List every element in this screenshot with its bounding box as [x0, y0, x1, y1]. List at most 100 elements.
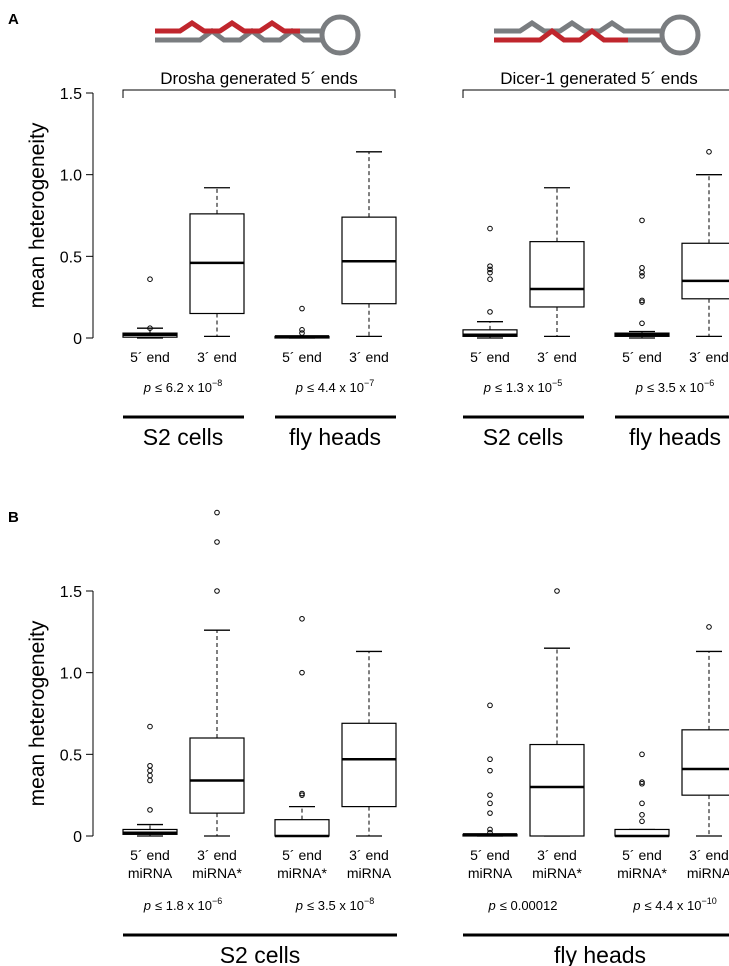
p-symbol: p — [143, 380, 151, 395]
p-text: ≤ 1.3 x 10 — [495, 380, 552, 395]
box-label: 3´ end — [349, 847, 389, 863]
p-text: ≤ 1.8 x 10 — [155, 898, 212, 913]
group-label: Dicer-1 generated 5´ ends — [500, 69, 698, 88]
p-exp: −8 — [364, 896, 374, 906]
outlier — [147, 762, 153, 769]
p-value: p ≤ 3.5 x 10−8 — [295, 896, 375, 913]
box — [189, 737, 245, 814]
pair-name: S2 cells — [483, 424, 564, 450]
p-exp: −7 — [364, 378, 374, 388]
outlier — [487, 309, 493, 315]
box — [681, 729, 729, 796]
y-axis-label: mean heterogeneity — [26, 122, 49, 308]
p-exp: −5 — [552, 378, 562, 388]
outlier — [487, 829, 493, 836]
box — [529, 241, 585, 308]
outlier — [706, 149, 712, 155]
p-symbol: p — [295, 380, 303, 395]
dicer-hairpin — [494, 14, 701, 56]
box — [529, 743, 585, 837]
p-text: ≤ 6.2 x 10 — [155, 380, 212, 395]
p-text: ≤ 0.00012 — [500, 898, 558, 913]
pair-name: S2 cells — [143, 424, 224, 450]
p-value: p ≤ 1.3 x 10−5 — [483, 378, 563, 395]
outlier — [299, 327, 305, 333]
box-label: 3´ end — [537, 349, 577, 365]
p-exp: −6 — [704, 378, 714, 388]
p-text: ≤ 3.5 x 10 — [647, 380, 704, 395]
p-value: p ≤ 4.4 x 10−10 — [632, 896, 717, 913]
y-tick-label: 1.0 — [60, 666, 82, 683]
box — [462, 329, 518, 337]
y-tick-label: 0.5 — [60, 747, 82, 764]
outlier — [639, 320, 645, 327]
outlier — [299, 305, 305, 312]
outlier — [639, 800, 645, 807]
group-name: S2 cells — [220, 942, 301, 966]
outlier — [214, 509, 220, 516]
p-value: p ≤ 0.00012 — [488, 898, 558, 913]
group-label: Drosha generated 5´ ends — [160, 69, 358, 88]
box-label: miRNA* — [617, 865, 667, 881]
box — [274, 819, 330, 837]
drosha-hairpin — [155, 14, 361, 56]
box-label: miRNA — [128, 865, 173, 881]
outlier — [299, 615, 305, 622]
box-label: 5´ end — [470, 847, 510, 863]
outlier — [639, 217, 645, 224]
y-axis-label: mean heterogeneity — [26, 620, 49, 806]
pair-name: fly heads — [289, 424, 381, 450]
p-value: p ≤ 6.2 x 10−8 — [143, 378, 223, 395]
bracket — [122, 89, 396, 98]
box-label: miRNA — [687, 865, 729, 881]
box-label: 3´ end — [537, 847, 577, 863]
box-label: miRNA* — [277, 865, 327, 881]
box-label: 5´ end — [282, 847, 322, 863]
box-label: miRNA* — [192, 865, 242, 881]
outlier — [147, 767, 153, 774]
y-tick-label: 1.0 — [60, 168, 82, 185]
outlier — [487, 266, 493, 273]
box-label: 5´ end — [282, 349, 322, 365]
box-label: 5´ end — [622, 349, 662, 365]
box-label: miRNA — [347, 865, 392, 881]
p-value: p ≤ 4.4 x 10−7 — [295, 378, 375, 395]
outlier — [214, 539, 220, 545]
box-label: 5´ end — [470, 349, 510, 365]
p-symbol: p — [143, 898, 151, 913]
outlier — [147, 723, 153, 730]
outlier — [487, 767, 493, 774]
p-text: ≤ 4.4 x 10 — [307, 380, 364, 395]
outlier — [487, 810, 493, 816]
box — [341, 722, 397, 808]
box-label: 3´ end — [197, 349, 237, 365]
outlier — [639, 811, 645, 818]
outlier — [554, 588, 560, 594]
box-label: 5´ end — [130, 349, 170, 365]
box-label: 3´ end — [689, 349, 729, 365]
outlier — [639, 299, 645, 305]
bracket — [462, 89, 729, 98]
outlier — [639, 264, 645, 271]
box-label: 3´ end — [197, 847, 237, 863]
y-tick-label: 1.5 — [60, 584, 82, 601]
outlier — [487, 800, 493, 807]
outlier — [639, 751, 645, 758]
outlier — [147, 777, 153, 784]
outlier — [299, 669, 305, 676]
outlier — [487, 263, 493, 269]
p-symbol: p — [632, 898, 640, 913]
p-symbol: p — [635, 380, 643, 395]
box-label: 5´ end — [130, 847, 170, 863]
p-value: p ≤ 3.5 x 10−6 — [635, 378, 715, 395]
p-text: ≤ 4.4 x 10 — [644, 898, 701, 913]
p-value: p ≤ 1.8 x 10−6 — [143, 896, 223, 913]
outlier — [487, 756, 493, 763]
outlier — [706, 624, 712, 630]
box-label: 3´ end — [349, 349, 389, 365]
outlier — [487, 826, 493, 833]
box — [681, 242, 729, 300]
p-text: ≤ 3.5 x 10 — [307, 898, 364, 913]
